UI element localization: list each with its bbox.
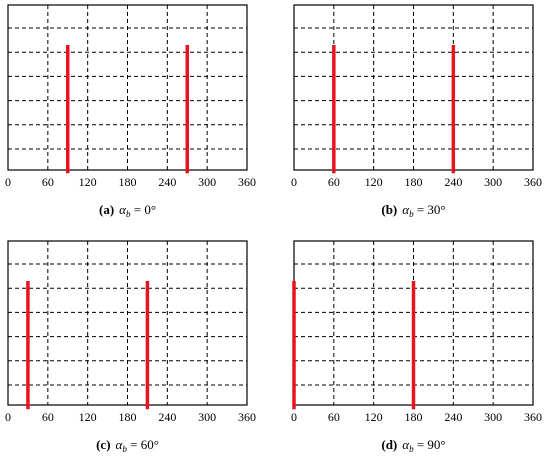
caption-subscript: b <box>409 444 414 454</box>
panel-2: 0 60 120 180 240 300 360 (b) αb = 30° <box>291 4 542 219</box>
caption-symbol: α <box>119 202 127 217</box>
x-tick-label: 300 <box>484 175 502 189</box>
x-tick-label: 120 <box>365 410 383 424</box>
x-tick-label: 120 <box>79 410 97 424</box>
x-tick-label: 300 <box>198 175 216 189</box>
x-tick-label: 0 <box>5 175 11 189</box>
x-tick-label: 240 <box>158 175 176 189</box>
x-tick-label: 180 <box>119 175 137 189</box>
x-tick-label: 240 <box>158 410 176 424</box>
x-tick-label: 0 <box>291 410 297 424</box>
panel-label: (b) <box>381 202 397 217</box>
caption-subscript: b <box>126 209 131 219</box>
x-tick-label: 120 <box>365 175 383 189</box>
x-tick-label: 60 <box>328 175 340 189</box>
caption-symbol: α <box>116 437 124 452</box>
x-tick-label: 300 <box>198 410 216 424</box>
x-tick-label: 240 <box>444 175 462 189</box>
caption-symbol: α <box>402 202 410 217</box>
caption-value: = 0° <box>130 202 156 217</box>
panel-label: (d) <box>381 437 397 452</box>
caption-value: = 90° <box>414 437 446 452</box>
panel-4: 0 60 120 180 240 300 360 (d) αb = 90° <box>291 240 542 454</box>
plot-frame <box>7 4 248 171</box>
x-tick-label: 360 <box>238 410 256 424</box>
panel-label: (a) <box>99 202 114 217</box>
x-tick-label: 60 <box>42 175 54 189</box>
x-tick-label: 360 <box>524 175 542 189</box>
x-tick-label: 300 <box>484 410 502 424</box>
panel-caption: (b) αb = 30° <box>381 202 445 219</box>
x-tick-label: 120 <box>79 175 97 189</box>
x-tick-label: 360 <box>524 410 542 424</box>
caption-value: = 60° <box>127 437 159 452</box>
panel-1: 0 60 120 180 240 300 360 (a) αb = 0° <box>5 4 256 219</box>
x-tick-label: 180 <box>405 175 423 189</box>
panel-3: 0 60 120 180 240 300 360 (c) αb = 60° <box>5 240 256 454</box>
panel-caption: (d) αb = 90° <box>381 437 445 454</box>
x-tick-label: 60 <box>42 410 54 424</box>
plot-frame <box>7 240 248 406</box>
x-tick-label: 240 <box>444 410 462 424</box>
caption-subscript: b <box>122 444 127 454</box>
caption-symbol: α <box>402 437 410 452</box>
caption-value: = 30° <box>414 202 446 217</box>
caption-subscript: b <box>409 209 414 219</box>
panel-label: (c) <box>96 437 110 452</box>
plot-frame <box>293 4 534 171</box>
panel-caption: (a) αb = 0° <box>99 202 156 219</box>
x-tick-label: 180 <box>405 410 423 424</box>
x-tick-label: 360 <box>238 175 256 189</box>
x-tick-label: 0 <box>5 410 11 424</box>
panel-caption: (c) αb = 60° <box>96 437 159 454</box>
x-tick-label: 0 <box>291 175 297 189</box>
x-tick-label: 180 <box>119 410 137 424</box>
x-tick-label: 60 <box>328 410 340 424</box>
